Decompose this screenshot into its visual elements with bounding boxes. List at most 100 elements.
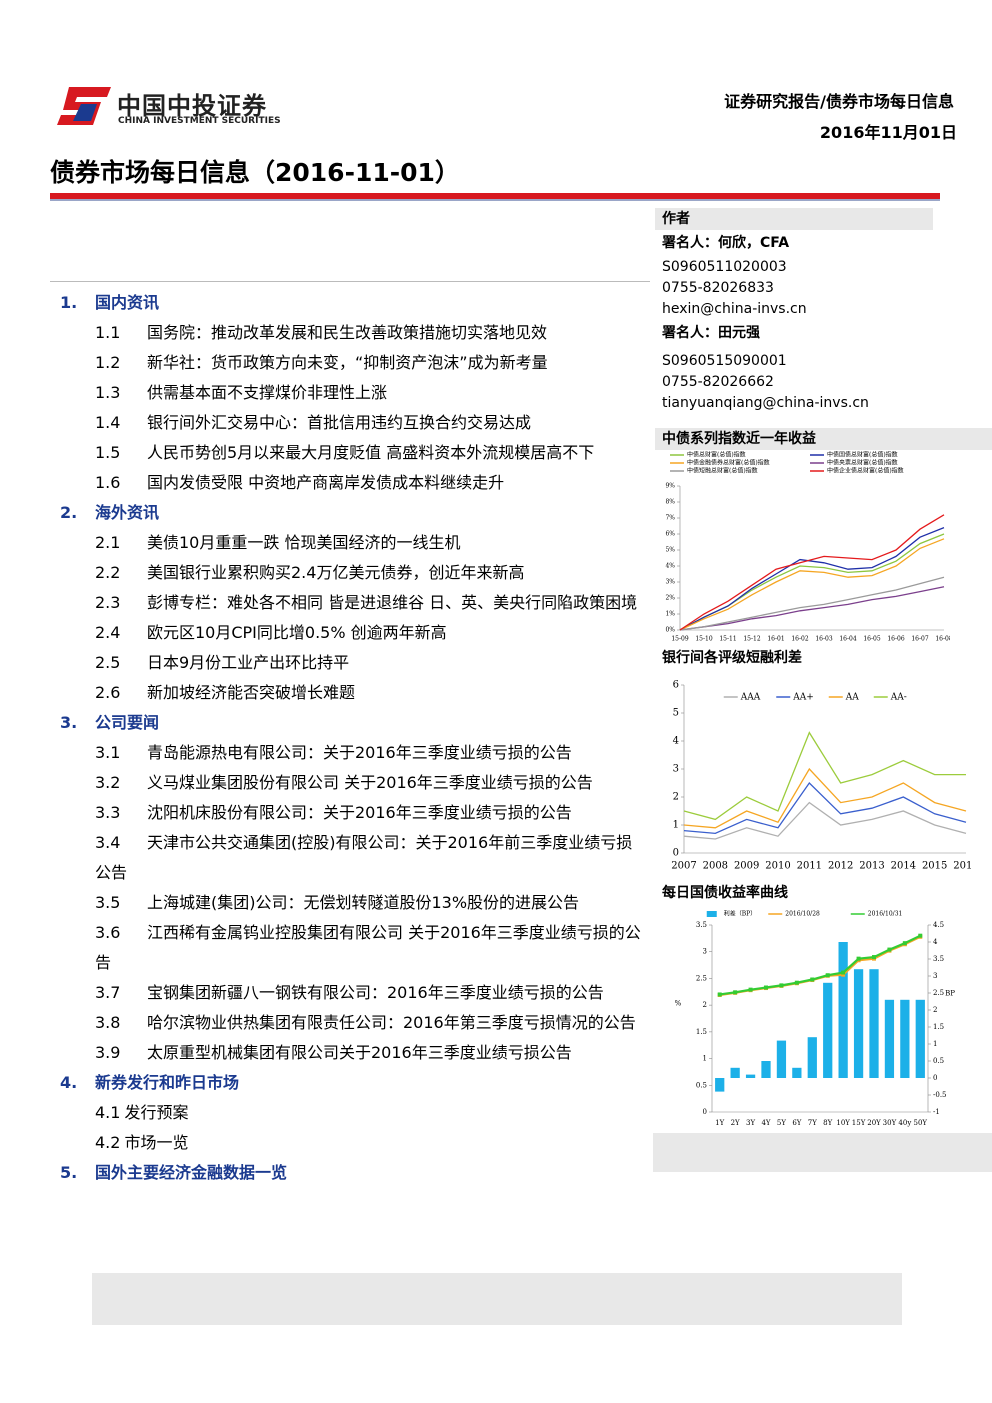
bar [884,999,895,1078]
toc-item: 3.2 义马煤业集团股份有限公司 关于2016年三季度业绩亏损的公告 [95,768,647,798]
x-tick-label: 15-09 [671,636,688,643]
y-tick-label: 3% [665,579,675,586]
item-number: 3.3 [95,803,121,822]
x-tick-label: 50Y [914,1119,928,1127]
item-text: 供需基本面不支撑煤价非理性上涨 [147,383,388,402]
legend-label: 利差（BP） [724,910,756,918]
toc-item: 3.8 哈尔滨物业供热集团有限责任公司：2016年第三季度亏损情况的公告 [95,1008,647,1038]
y-tick-label: 6 [673,680,679,691]
item-number: 3.8 [95,1013,121,1032]
item-text: 市场一览 [124,1133,189,1152]
toc-item: 2.1 美债10月重重一跌 恰现美国经济的一线生机 [95,528,647,558]
section-title: 国内资讯 [95,293,160,312]
item-number: 3.9 [95,1043,121,1062]
y2-tick-label: 2.5 [933,989,944,997]
x-tick-label: 2007 [671,861,696,872]
item-text: 青岛能源热电有限公司：关于2016年三季度业绩亏损的公告 [147,743,572,762]
y-tick-label: 2% [665,595,675,602]
item-text: 新加坡经济能否突破增长难题 [147,683,356,702]
bar [792,1067,802,1078]
marker [856,956,861,961]
bar [838,942,848,1078]
marker [902,941,907,946]
x-tick-label: 2014 [891,861,916,872]
side-box [653,1133,992,1172]
toc-item: 1.3 供需基本面不支撑煤价非理性上涨 [95,378,647,408]
legend-label: 2016/10/28 [785,911,820,918]
toc-section: 5. 国外主要经济金融数据一览 [60,1158,650,1188]
item-number: 3.1 [95,743,121,762]
author-id: S0960515090001 [662,353,787,369]
line [679,526,945,631]
item-text: 国务院：推动改革发展和民生改善政策措施切实落地见效 [147,323,548,342]
marker [918,933,923,938]
bar [745,1074,756,1078]
marker [887,947,892,952]
toc-item: 2.2 美国银行业累积购买2.4万亿美元债券，创近年来新高 [95,558,647,588]
y2-tick-label: 2 [933,1006,937,1014]
toc-item: 3.3 沈阳机床股份有限公司：关于2016年三季度业绩亏损的公告 [95,798,647,828]
y2-tick-label: 4.5 [933,921,944,929]
bar [807,1037,817,1078]
toc-item: 1.4 银行间外汇交易中心：首批信用违约互换合约交易达成 [95,408,647,438]
y-tick-label: 3 [673,764,679,775]
y-tick-label: 0% [665,627,675,634]
report-type: 证券研究报告/债券市场每日信息 [724,92,954,111]
item-number: 3.4 [95,833,121,852]
title-rule [50,193,940,199]
item-text: 日本9月份工业产出环比持平 [147,653,350,672]
section-number: 3. [60,713,78,732]
legend-label: 2016/10/31 [868,911,903,918]
toc-section: 2. 海外资讯 [60,498,650,528]
line [683,781,967,835]
y-tick-label: 0.5 [696,1081,707,1089]
marker [794,980,799,985]
toc-item: 2.4 欧元区10月CPI同比增0.5% 创逾两年新高 [95,618,647,648]
item-text: 义马煤业集团股份有限公司 关于2016年三季度业绩亏损的公告 [147,773,593,792]
toc-item: 3.6 江西稀有金属钨业控股集团有限公司 关于2016年三季度业绩亏损的公告 [95,918,647,978]
x-tick-label: 6Y [792,1119,801,1127]
logo-cn: 中国中投证券 [117,92,267,120]
toc-item: 4.2 市场一览 [95,1128,647,1158]
y2-tick-label: 1.5 [933,1023,944,1031]
y-tick-label: 1.5 [696,1028,707,1036]
toc-section: 1. 国内资讯 [60,288,650,318]
x-tick-label: 2Y [731,1119,740,1127]
x-tick-label: 16-08 [935,636,950,643]
author-phone: 0755-82026662 [662,374,774,390]
item-number: 3.2 [95,773,121,792]
y-tick-label: 8% [665,499,675,506]
item-number: 4.1 [95,1103,121,1122]
x-tick-label: 16-05 [863,636,880,643]
legend-label: 中债企业债总财富(总值)指数 [827,467,904,475]
chart: 0 0.5 1 1.5 2 2.5 3 3.5 -1 -0.5 0 0.5 1 1.5 2 2.5 3 3.5 4 4… [675,910,956,1128]
x-tick-label: 2011 [797,861,822,872]
x-tick-label: 4Y [761,1119,770,1127]
chart-title: 银行间各评级短融利差 [655,647,992,669]
x-tick-label: 30Y [883,1119,897,1127]
line [679,576,945,631]
y-tick-label: 1 [703,1055,707,1063]
toc-item: 3.5 上海城建(集团)公司：无偿划转隧道股份13%股份的进展公告 [95,888,647,918]
item-text: 太原重型机械集团有限公司关于2016年三季度业绩亏损公告 [147,1043,572,1062]
y-tick-label: 0 [703,1108,707,1116]
item-number: 2.1 [95,533,121,552]
marker [872,955,876,960]
chart-title: 每日国债收益率曲线 [655,882,992,904]
marker [841,970,846,975]
legend-label: 中债央票总财富(总值)指数 [827,459,898,467]
y-tick-label: 1% [665,611,675,618]
item-text: 彭博专栏：难处各不相同 皆是进退维谷 日、英、美央行同陷政策困境 [147,593,638,612]
x-tick-label: 20Y [867,1119,881,1127]
x-tick-label: 40y [898,1119,911,1127]
marker [779,983,784,988]
line [679,514,945,631]
item-number: 2.6 [95,683,121,702]
section-number: 1. [60,293,78,312]
marker [764,985,768,990]
bar [823,982,833,1078]
x-tick-label: 2016 [953,861,972,872]
y-tick-label: 6% [665,531,675,538]
y2-tick-label: 0 [933,1074,937,1082]
line [719,935,921,997]
